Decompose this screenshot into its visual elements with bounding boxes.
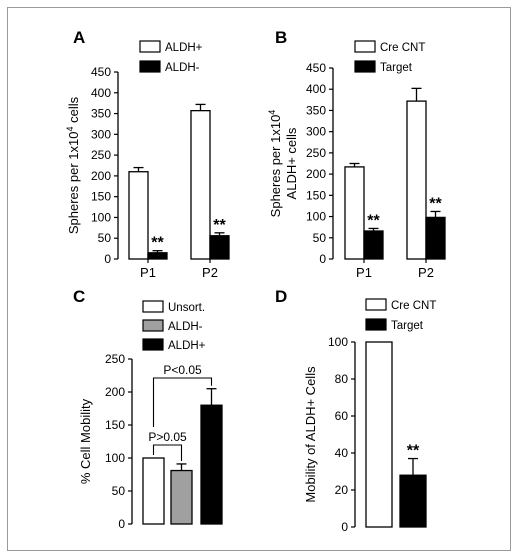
y-tick-label: 300 <box>91 127 111 141</box>
bar <box>365 341 393 528</box>
legend-label: ALDH+ <box>165 42 203 54</box>
bracket-p-gt <box>152 444 183 461</box>
y-tick-label: 60 <box>335 409 349 423</box>
x-category-label: P2 <box>202 265 218 280</box>
y-axis-label: Spheres per 1x104 <box>267 110 283 218</box>
bar <box>344 166 365 260</box>
panel-b: B 0 50 100 150 200 250 300 350 400 450 Spheres per … <box>267 28 446 280</box>
p-value-annotation: P>0.05 <box>148 430 187 444</box>
y-tick-label: 350 <box>91 107 111 121</box>
legend-swatch <box>139 40 161 53</box>
y-tick-label: 0 <box>341 520 348 534</box>
significance-stars: ** <box>407 443 420 460</box>
x-category-label: P1 <box>356 265 372 280</box>
legend-swatch <box>354 60 376 73</box>
y-tick-label: 100 <box>306 210 326 224</box>
y-axis-label-line2: ALDH+ cells <box>284 127 299 199</box>
panel-d: D 0 20 40 60 80 100 Mobility of ALDH+ Cells Cre … <box>275 287 436 534</box>
y-tick-label: 50 <box>313 231 327 245</box>
legend-swatch <box>365 298 387 311</box>
legend-swatch <box>142 300 164 313</box>
y-tick-label: 300 <box>306 125 326 139</box>
legend-label: Unsort. <box>168 302 205 314</box>
legend-swatch <box>139 60 161 73</box>
legend-label: Cre CNT <box>380 42 425 54</box>
y-tick-label: 450 <box>306 61 326 75</box>
y-axis-label: Mobility of ALDH+ Cells <box>303 366 318 503</box>
y-axis-label: Spheres per 1x104 cells <box>65 96 81 234</box>
significance-stars: ** <box>213 217 226 234</box>
bar <box>425 216 446 260</box>
bar <box>209 235 230 260</box>
panel-letter: C <box>73 287 85 306</box>
bar <box>170 469 193 525</box>
y-tick-label: 150 <box>105 418 125 432</box>
y-tick-label: 200 <box>306 167 326 181</box>
x-category-label: P1 <box>140 265 156 280</box>
panel-c: C 0 50 100 150 200 250 % Cell Mobility Unsort. AL… <box>73 287 223 531</box>
bar <box>190 109 211 260</box>
p-value-annotation: P<0.05 <box>163 363 202 377</box>
y-tick-label: 0 <box>118 517 125 531</box>
y-tick-label: 200 <box>105 385 125 399</box>
figure-frame <box>7 7 511 551</box>
significance-stars: ** <box>151 235 164 252</box>
legend-swatch <box>142 319 164 332</box>
bracket-p-lt <box>152 377 213 427</box>
bar <box>363 230 384 260</box>
legend-label: ALDH+ <box>168 340 206 352</box>
y-tick-label: 50 <box>98 231 112 245</box>
legend-swatch <box>142 338 164 351</box>
legend-label: Cre CNT <box>391 300 436 312</box>
y-tick-label: 20 <box>335 483 349 497</box>
bar <box>406 100 427 260</box>
legend-label: ALDH- <box>168 321 203 333</box>
y-tick-label: 250 <box>91 148 111 162</box>
bar <box>142 457 165 525</box>
y-tick-label: 200 <box>91 169 111 183</box>
panel-letter: A <box>73 28 85 47</box>
bar <box>128 171 149 260</box>
y-tick-label: 40 <box>335 446 349 460</box>
y-tick-label: 100 <box>328 335 348 349</box>
legend-swatch <box>365 318 387 331</box>
y-tick-label: 400 <box>306 82 326 96</box>
legend-label: Target <box>380 62 413 74</box>
panel-letter: B <box>275 28 287 47</box>
y-tick-label: 150 <box>91 190 111 204</box>
y-tick-label: 100 <box>91 210 111 224</box>
bar <box>147 252 168 260</box>
legend-label: Target <box>391 320 424 332</box>
legend-swatch <box>354 40 376 53</box>
y-tick-label: 350 <box>306 103 326 117</box>
y-tick-label: 0 <box>319 252 326 266</box>
y-tick-label: 450 <box>91 65 111 79</box>
x-category-label: P2 <box>418 265 434 280</box>
y-tick-label: 250 <box>105 352 125 366</box>
y-tick-label: 0 <box>104 252 111 266</box>
significance-stars: ** <box>429 195 442 212</box>
y-tick-label: 80 <box>335 372 349 386</box>
y-axis-label: % Cell Mobility <box>78 398 93 484</box>
legend-label: ALDH- <box>165 62 200 74</box>
y-tick-label: 100 <box>105 451 125 465</box>
significance-stars: ** <box>367 212 380 229</box>
y-tick-label: 250 <box>306 146 326 160</box>
bar <box>200 404 223 525</box>
y-tick-label: 400 <box>91 86 111 100</box>
bar <box>399 474 427 528</box>
y-tick-label: 150 <box>306 188 326 202</box>
panel-letter: D <box>275 287 287 306</box>
y-tick-label: 50 <box>112 484 126 498</box>
panel-a: A 0 50 100 150 200 250 300 350 400 450 Spheres per … <box>65 28 230 280</box>
